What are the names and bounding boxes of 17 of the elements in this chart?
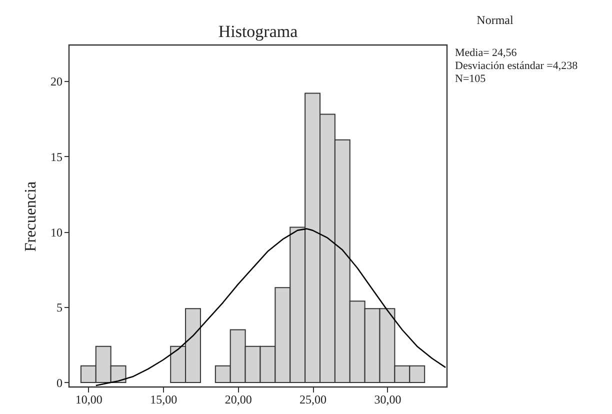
y-tick-label: 20 [50,74,62,89]
y-axis-title: Frecuencia [22,181,40,252]
y-tick-label: 10 [50,225,62,240]
line-series [95,228,446,386]
y-tick-label: 15 [50,150,62,164]
x-tick-label: 30,00 [374,392,402,406]
y-tick-label: 5 [56,300,62,315]
x-tick-label: 15,00 [150,392,178,406]
y-tick-label: 0 [56,376,62,390]
text: Media= 24,56 [455,47,518,59]
chart-title: Histograma [218,22,298,41]
text: Desviación estándar =4,238 [455,60,578,72]
x-tick-label: 10,00 [75,392,102,406]
x-tick-label: 20,00 [224,392,252,406]
x-tick-label: 25,00 [300,392,327,406]
text: N=105 [455,73,486,85]
text: Normal [476,13,514,27]
